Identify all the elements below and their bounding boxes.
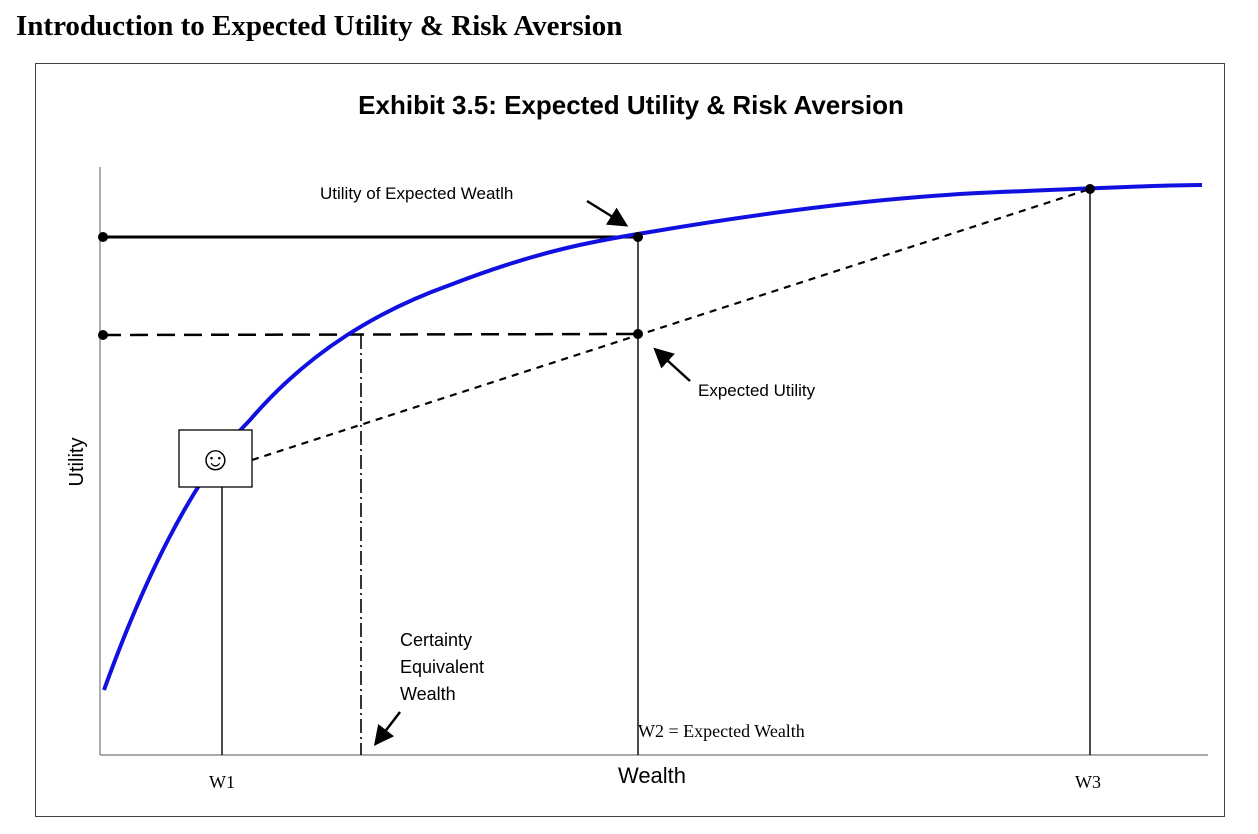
arrow-expected-utility bbox=[653, 347, 691, 382]
label-certainty: Certainty bbox=[400, 630, 472, 650]
x-axis-label: Wealth bbox=[618, 763, 686, 788]
point-utility-of-expected-wealth bbox=[633, 232, 643, 242]
label-equivalent: Equivalent bbox=[400, 657, 484, 677]
tick-label-w1: W1 bbox=[209, 772, 235, 792]
diagram-title: Exhibit 3.5: Expected Utility & Risk Ave… bbox=[358, 90, 904, 120]
chord-line bbox=[251, 187, 1091, 462]
y-axis-label: Utility bbox=[66, 438, 88, 487]
utility-curve bbox=[102, 183, 1203, 691]
label-wealth-ce: Wealth bbox=[400, 684, 456, 704]
tick-label-w3: W3 bbox=[1075, 772, 1101, 792]
smiley-box bbox=[178, 429, 253, 488]
point-expected-utility-axis bbox=[98, 330, 108, 340]
diagram-frame bbox=[35, 63, 1225, 817]
label-w2-expected-wealth: W2 = Expected Wealth bbox=[638, 721, 805, 741]
point-w3-utility bbox=[1085, 184, 1095, 194]
point-expected-utility bbox=[633, 329, 643, 339]
smiley-icon: ☺ bbox=[198, 440, 233, 478]
expected-utility-line bbox=[102, 332, 639, 337]
label-expected-utility: Expected Utility bbox=[698, 381, 816, 400]
point-utility-of-expected-wealth-axis bbox=[98, 232, 108, 242]
page-heading: Introduction to Expected Utility & Risk … bbox=[16, 10, 623, 42]
label-utility-of-expected-wealth: Utility of Expected Weatlh bbox=[320, 184, 513, 203]
arrow-certainty-equivalent bbox=[373, 711, 401, 746]
arrow-utility-of-expected-wealth bbox=[586, 199, 629, 227]
